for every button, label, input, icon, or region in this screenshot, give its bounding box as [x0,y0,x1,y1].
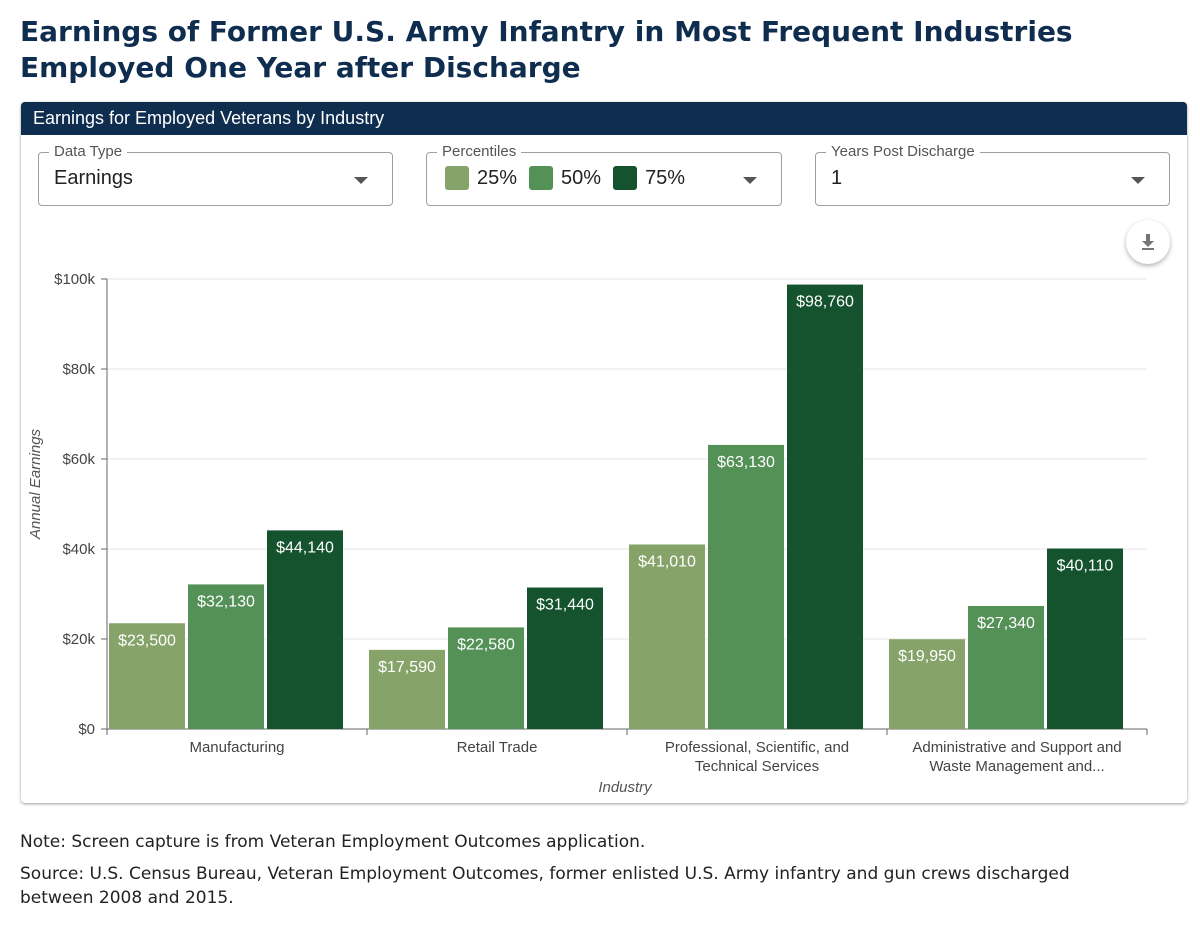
bar [527,587,603,729]
chip-label-75: 75% [645,166,686,189]
caret-down-icon[interactable] [1131,177,1145,184]
bar [708,444,784,729]
bar [267,530,343,729]
y-tick-label: $40k [62,541,95,558]
bar [109,623,185,729]
download-icon [1142,234,1154,250]
card-header: Earnings for Employed Veterans by Indust… [21,102,1187,135]
bar-value-label: $98,760 [796,294,854,311]
download-button[interactable] [1126,220,1170,264]
y-tick-label: $100k [54,271,95,288]
x-tick-label: Professional, Scientific, and [665,739,849,756]
bar-chart: $0 $20k $40k $60k $80k $100k $23,500 $32,130 $44… [27,271,1148,796]
y-tick-label: $60k [62,451,95,468]
bar-value-label: $40,110 [1057,558,1114,575]
percentiles-label: Percentiles [437,143,522,161]
bar [787,284,863,729]
bar-value-label: $32,130 [197,593,255,610]
x-tick-label: Manufacturing [189,739,284,756]
percentile-chip-25[interactable]: 25% [445,166,517,190]
bar [188,584,264,729]
years-post-discharge-label: Years Post Discharge [826,143,980,161]
y-axis-title: Annual Earnings [27,428,44,540]
bar-value-label: $23,500 [118,632,176,649]
data-type-value: Earnings [54,167,133,189]
bar [889,639,965,729]
bar-value-label: $17,590 [378,659,436,676]
chip-label-25: 25% [477,166,518,189]
bar-value-label: $22,580 [457,636,515,653]
bar [448,627,524,729]
page-title: Earnings of Former U.S. Army Infantry in… [20,15,1073,84]
bar-value-label: $44,140 [276,539,334,556]
bar-value-label: $31,440 [536,597,594,614]
swatch-50 [529,166,554,190]
caret-down-icon[interactable] [354,177,368,184]
bar-value-label: $19,950 [898,648,956,665]
years-post-discharge-value: 1 [831,167,843,189]
swatch-25 [445,166,469,190]
y-tick-label: $20k [62,631,95,648]
chart-card: Earnings for Employed Veterans by Indust… [21,102,1187,803]
y-tick-label: $80k [62,361,95,378]
x-tick-label: Retail Trade [457,739,538,756]
x-tick-label: Waste Management and... [929,758,1104,775]
bar [629,544,705,729]
bar-value-label: $63,130 [717,454,775,471]
bar [369,649,445,729]
y-tick-label: $0 [78,721,95,738]
percentile-chip-50[interactable]: 50% [529,166,601,190]
x-axis-title: Industry [598,779,653,796]
chip-label-50: 50% [561,166,602,189]
bar [968,605,1044,729]
bar [1047,548,1123,729]
years-post-discharge-select[interactable]: Years Post Discharge 1 [815,143,1170,206]
caret-down-icon[interactable] [743,177,757,184]
x-tick-label: Administrative and Support and [912,739,1121,756]
bar-value-label: $27,340 [977,615,1035,632]
source-text: Source: U.S. Census Bureau, Veteran Empl… [20,864,1070,908]
note-text: Note: Screen capture is from Veteran Emp… [20,832,646,852]
percentile-chip-75[interactable]: 75% [613,166,685,190]
bar-value-label: $41,010 [638,553,696,570]
percentiles-select[interactable]: Percentiles 25% 50% 75% [426,143,782,206]
data-type-select[interactable]: Data Type Earnings [38,143,393,206]
x-tick-label: Technical Services [695,758,819,775]
swatch-75 [613,166,638,190]
data-type-label: Data Type [49,143,128,161]
percentile-chips: 25% 50% 75% [445,166,697,190]
